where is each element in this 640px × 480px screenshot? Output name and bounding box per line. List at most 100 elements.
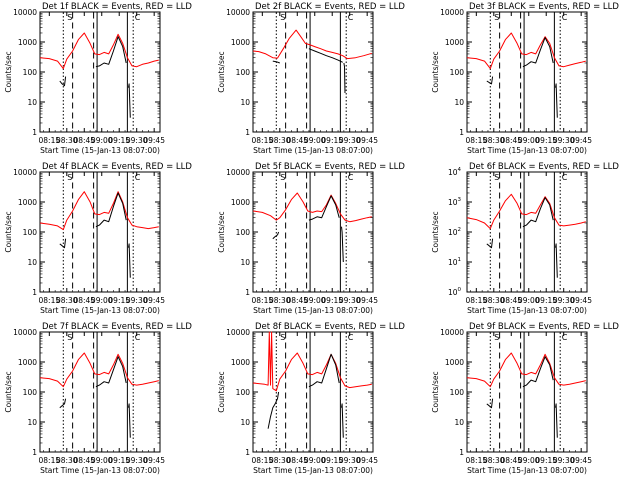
x-axis-label: Start Time (15-Jan-13 08:07:00): [253, 306, 373, 315]
chart-title: Det 5f BLACK = Events, RED = LLD: [255, 162, 405, 172]
y-tick-label: 1: [245, 448, 250, 457]
x-tick-label: 08:15: [39, 296, 61, 305]
y-axis-label: Counts/sec: [431, 371, 440, 412]
y-tick-label: 101: [448, 257, 461, 267]
lld-series-line: [39, 32, 159, 70]
legend-mark: S: [494, 173, 499, 182]
y-tick-label: 1: [459, 128, 464, 137]
y-tick-label: 1: [32, 128, 37, 137]
x-tick-label: 08:15: [252, 456, 274, 465]
y-axis-label: Counts/sec: [4, 371, 13, 412]
y-tick-label: 1000: [18, 358, 37, 367]
x-tick-label: 08:15: [252, 296, 274, 305]
x-tick-label: 09:15: [535, 456, 557, 465]
legend-mark: S: [280, 13, 285, 22]
y-axis-label: Counts/sec: [431, 211, 440, 252]
y-tick-label: 100: [450, 68, 465, 77]
events-series-line: [128, 83, 131, 118]
legend-mark: C: [135, 173, 141, 182]
events-series-line: [95, 36, 127, 68]
legend-mark: S: [67, 173, 72, 182]
x-axis-label: Start Time (15-Jan-13 08:07:00): [40, 306, 160, 315]
x-tick-label: 09:00: [91, 456, 113, 465]
y-tick-label: 10: [240, 418, 250, 427]
events-series-line: [341, 226, 344, 263]
x-tick-label: 09:30: [126, 136, 148, 145]
legend-mark: C: [562, 173, 568, 182]
legend-mark: S: [494, 333, 499, 342]
chart-title: Det 3f BLACK = Events, RED = LLD: [469, 2, 619, 12]
chart-title: Det 1f BLACK = Events, RED = LLD: [42, 2, 192, 12]
y-tick-label: 100: [448, 287, 462, 297]
events-series-line: [486, 238, 494, 249]
x-tick-label: 09:45: [570, 136, 592, 145]
x-tick-label: 08:45: [73, 456, 95, 465]
chart-title: Det 9f BLACK = Events, RED = LLD: [469, 322, 619, 332]
x-tick-label: 09:15: [535, 136, 557, 145]
events-series-line: [95, 192, 127, 228]
events-series-line: [308, 353, 340, 388]
x-tick-label: 08:45: [500, 136, 522, 145]
x-tick-label: 08:30: [56, 296, 78, 305]
y-tick-label: 10000: [226, 328, 250, 337]
plot-frame: [39, 11, 161, 133]
events-series-line: [486, 398, 494, 409]
lld-series-line: [466, 352, 586, 388]
y-tick-label: 10: [454, 98, 464, 107]
x-tick-label: 09:45: [356, 136, 378, 145]
y-tick-label: 10: [27, 98, 37, 107]
chart-title: Det 8f BLACK = Events, RED = LLD: [255, 322, 405, 332]
y-tick-label: 10: [27, 418, 37, 427]
x-tick-label: 08:30: [269, 136, 291, 145]
x-tick-label: 08:30: [269, 296, 291, 305]
y-tick-label: 1: [459, 448, 464, 457]
legend-mark: C: [135, 333, 141, 342]
events-series-line: [59, 238, 67, 249]
legend-mark: C: [348, 333, 354, 342]
x-tick-label: 09:30: [339, 296, 361, 305]
y-tick-label: 1: [245, 128, 250, 137]
plot-frame: [466, 171, 588, 293]
events-series-line: [343, 62, 346, 94]
events-series-line: [128, 243, 131, 278]
y-tick-label: 1: [32, 288, 37, 297]
x-tick-label: 08:15: [39, 456, 61, 465]
y-tick-label: 10: [240, 98, 250, 107]
x-tick-label: 08:30: [56, 456, 78, 465]
x-tick-label: 08:45: [286, 136, 308, 145]
y-tick-label: 10: [27, 258, 37, 267]
lld-series-line: [252, 331, 372, 392]
chart-title: Det 2f BLACK = Events, RED = LLD: [255, 2, 405, 12]
x-tick-label: 09:00: [518, 136, 540, 145]
events-series-line: [308, 195, 340, 221]
x-tick-label: 08:15: [252, 136, 274, 145]
legend-mark: S: [280, 173, 285, 182]
plot-frame: [39, 171, 161, 293]
x-tick-label: 08:15: [466, 136, 488, 145]
x-tick-label: 09:30: [339, 456, 361, 465]
y-tick-label: 1000: [18, 38, 37, 47]
y-tick-label: 10: [454, 418, 464, 427]
x-tick-label: 09:15: [321, 136, 343, 145]
chart-title: Det 4f BLACK = Events, RED = LLD: [42, 162, 192, 172]
chart-title: Det 6f BLACK = Events, RED = LLD: [469, 162, 619, 172]
x-axis-label: Start Time (15-Jan-13 08:07:00): [253, 466, 373, 475]
events-series-line: [128, 403, 131, 438]
events-series-line: [555, 243, 558, 278]
y-tick-label: 1000: [445, 38, 464, 47]
x-tick-label: 08:15: [466, 296, 488, 305]
y-tick-label: 1000: [231, 38, 250, 47]
x-tick-label: 09:45: [570, 456, 592, 465]
x-tick-label: 09:00: [518, 456, 540, 465]
x-tick-label: 08:30: [483, 136, 505, 145]
x-tick-label: 09:45: [143, 136, 165, 145]
y-tick-label: 10000: [13, 8, 37, 17]
x-tick-label: 08:30: [483, 456, 505, 465]
legend-mark: C: [562, 333, 568, 342]
events-series-line: [308, 48, 343, 63]
events-series-line: [522, 197, 554, 228]
y-tick-label: 100: [236, 388, 251, 397]
x-axis-label: Start Time (15-Jan-13 08:07:00): [467, 466, 587, 475]
